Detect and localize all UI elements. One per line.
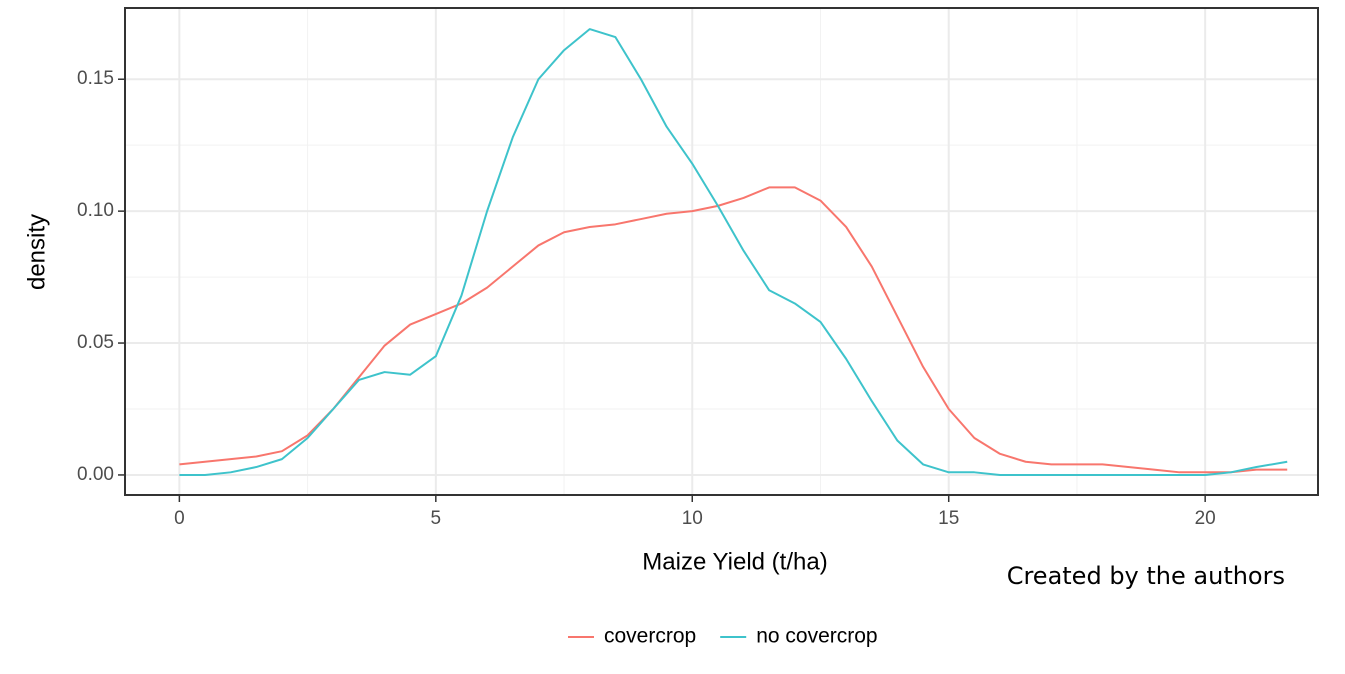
x-tick-label: 10: [682, 508, 703, 529]
x-tick-label: 15: [938, 508, 959, 529]
x-tick-label: 0: [174, 508, 185, 529]
y-tick-label: 0.15: [77, 68, 114, 89]
series-line: [179, 186, 1288, 474]
annotation: Created by the authors: [1007, 562, 1285, 590]
series-line: [179, 28, 1288, 476]
legend-label: no covercrop: [756, 625, 877, 648]
legend-label: covercrop: [604, 625, 696, 648]
x-axis-title: Maize Yield (t/ha): [642, 548, 827, 575]
y-tick-label: 0.00: [77, 464, 114, 485]
x-tick-label: 20: [1195, 508, 1216, 529]
y-axis-title: density: [23, 214, 50, 290]
y-tick-label: 0.05: [77, 332, 114, 353]
plot-border: [124, 7, 1319, 496]
y-tick-label: 0.10: [77, 200, 114, 221]
x-tick-label: 5: [431, 508, 442, 529]
